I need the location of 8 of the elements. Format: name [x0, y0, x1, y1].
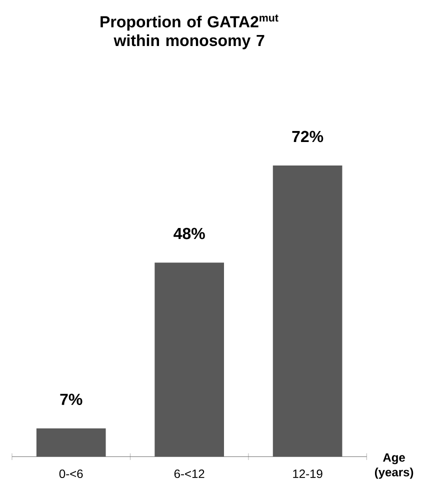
x-tick-label: 6-<12	[174, 470, 204, 478]
data-label: 7%	[60, 394, 82, 405]
data-label: 48%	[174, 228, 205, 240]
x-tick-label: 0-<6	[59, 470, 83, 478]
x-axis-title: Age (years)	[374, 453, 414, 479]
chart-title: Proportion of GATA2$^{mut}$ within monosomy 7	[100, 14, 278, 50]
x-tick-label: 12-19	[293, 470, 322, 478]
data-label: 72%	[292, 130, 324, 142]
